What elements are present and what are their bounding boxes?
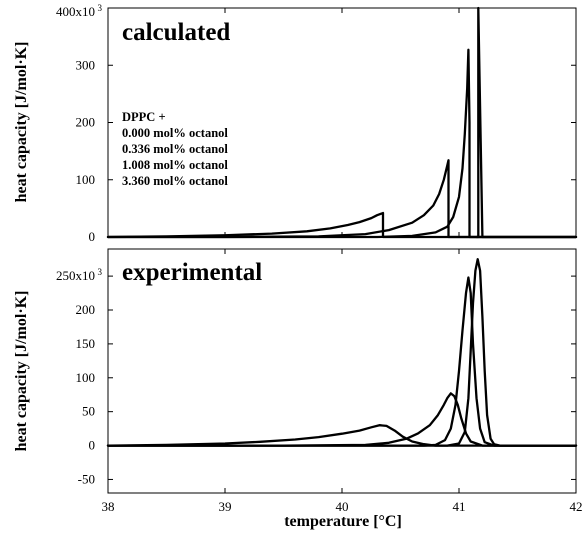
legend-entry-0: 0.000 mol% octanol (122, 126, 228, 140)
experimental-series-line-0 (106, 258, 578, 447)
y-tick-label-0-3: 300 (76, 57, 96, 72)
calculated-legend: DPPC + 0.000 mol% octanol 0.336 mol% oct… (122, 110, 228, 188)
legend-entry-3: 3.360 mol% octanol (122, 174, 228, 188)
experimental-y-axis-title: heat capacity [J/mol·K] (13, 291, 30, 452)
y-tick-exponent-0: 3 (98, 3, 103, 13)
legend-entry-1: 0.336 mol% octanol (122, 142, 228, 156)
x-tick-label-2: 40 (336, 499, 349, 514)
y-tick-label-0-1: 100 (76, 172, 96, 187)
calculated-panel-title: calculated (122, 19, 230, 46)
x-tick-label-1: 39 (219, 499, 232, 514)
legend-entry-2: 1.008 mol% octanol (122, 158, 228, 172)
y-tick-label-0-0: 0 (89, 229, 96, 244)
calculated-panel: calculated DPPC + 0.000 mol% octanol 0.3… (13, 3, 578, 244)
calculated-series-line-3 (106, 211, 578, 239)
experimental-panel: experimental heat capacity [J/mol·K] -50… (13, 248, 583, 514)
legend-title: DPPC + (122, 110, 166, 124)
calculated-series-line-0 (475, 6, 578, 239)
experimental-series-line-2 (106, 392, 578, 447)
x-tick-label-3: 41 (453, 499, 466, 514)
experimental-panel-title: experimental (122, 259, 262, 286)
calculated-series-line-2 (106, 159, 578, 239)
x-tick-label-0: 38 (102, 499, 115, 514)
y-tick-label-1-3: 100 (76, 370, 96, 385)
y-tick-label-0-2: 200 (76, 115, 96, 130)
x-tick-label-4: 42 (570, 499, 583, 514)
experimental-series-line-3 (106, 424, 578, 447)
y-tick-label-1-6: 250x10 (56, 268, 95, 283)
calculated-y-axis-title: heat capacity [J/mol·K] (13, 42, 30, 203)
y-tick-label-1-5: 200 (76, 302, 96, 317)
y-tick-exponent-1: 3 (98, 267, 103, 277)
experimental-series-line-1 (106, 276, 578, 447)
y-tick-label-1-2: 50 (82, 404, 95, 419)
y-tick-label-1-1: 0 (89, 438, 96, 453)
x-axis-title: temperature [°C] (284, 513, 402, 530)
y-tick-label-1-0: -50 (78, 471, 95, 486)
y-tick-label-0-4: 400x10 (56, 4, 95, 19)
y-tick-label-1-4: 150 (76, 336, 96, 351)
